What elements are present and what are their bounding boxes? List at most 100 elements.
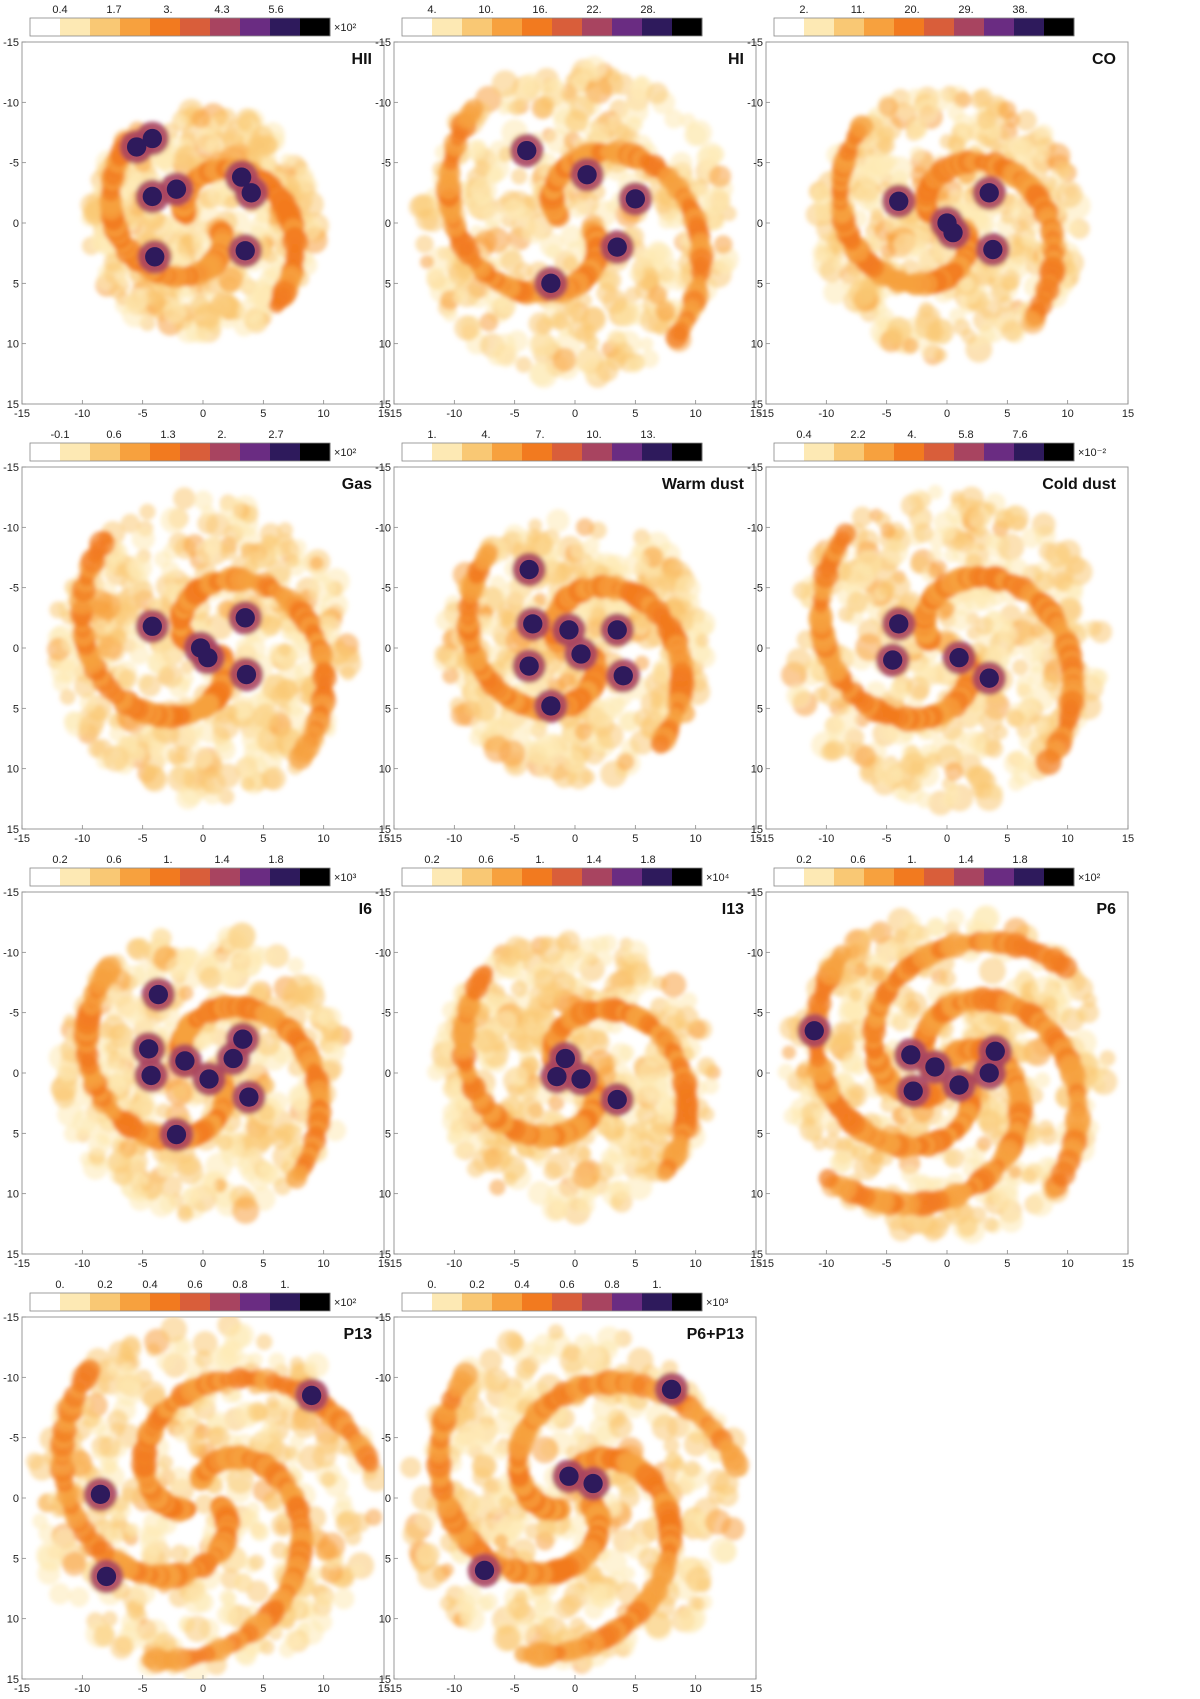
colorbar-multiplier: ×10² [334,447,357,459]
colorbar-swatch [642,868,673,886]
y-tick-label: -15 [747,462,763,474]
colorbar-swatch [120,868,151,886]
colorbar-tick-label: 4. [481,429,490,441]
x-tick-label: 15 [750,408,762,420]
y-tick-label: -10 [375,97,391,109]
colorbar-swatch [864,443,895,461]
disk-patch [832,255,848,271]
peak-core [198,648,218,668]
colorbar-swatch [432,18,463,36]
y-tick-label: -5 [9,583,19,595]
disk-patch [555,563,572,579]
spiral-arm-patch [97,955,122,981]
disk-patch [233,702,250,720]
disk-patch [927,484,943,500]
colorbar-swatch [432,868,463,886]
x-tick-label: -10 [446,833,462,845]
peak-core [541,696,561,716]
y-tick-label: 10 [7,339,19,351]
disk-patch [786,647,812,674]
disk-patch [622,97,649,125]
disk-patch [308,575,336,603]
colorbar-swatch [270,443,301,461]
x-tick-label: 15 [1122,833,1134,845]
y-tick-label: 15 [751,824,763,836]
colorbar-tick-label: 1.8 [268,854,283,866]
colorbar-frame [401,17,703,37]
disk-patch [582,324,597,339]
disk-patch [94,619,110,636]
y-tick-label: -10 [3,97,19,109]
disk-patch [473,159,491,177]
colorbar: 2. 11. 20. 29. 38. [773,4,1075,37]
disk-patch [812,242,833,263]
disk-patch [984,739,1004,759]
spiral-arm-patch [849,115,874,139]
colorbar-swatch [462,18,493,36]
x-tick-label: -10 [818,408,834,420]
spiral-arm-patch [463,98,484,119]
colorbar-swatch [1044,443,1075,461]
disk-patch [1065,558,1093,586]
y-tick-label: -10 [747,522,763,534]
colorbar-tick-label: 5.6 [268,4,283,16]
disk-patch [577,937,601,962]
disk-patch [183,766,208,791]
disk-patch [241,777,255,791]
disk-patch [213,109,229,125]
disk-patch [285,553,300,568]
y-tick-label: 5 [13,1128,19,1140]
disk-patch [695,633,710,648]
disk-patch [319,1006,342,1030]
colorbar-tick-label: 16. [532,4,547,16]
colorbar-tick-label: 10. [478,4,493,16]
disk-patch [625,1173,653,1201]
x-tick-label: 5 [1004,833,1010,845]
disk-patch [940,525,956,541]
disk-patch [624,551,650,576]
disk-patch [569,540,588,560]
disk-patch [191,109,211,128]
disk-patch [205,513,230,538]
colorbar-swatch [954,443,985,461]
disk-patch [428,246,455,273]
disk-patch [469,729,487,747]
colorbar-swatch [60,868,91,886]
colorbar-tick-label: 20. [904,4,919,16]
disk-patch [231,1196,260,1224]
colorbar-tick-label: 0.4 [796,429,811,441]
x-tick-label: -5 [510,408,520,420]
disk-patch [453,1143,469,1159]
disk-patch [979,707,1004,733]
disk-patch [271,1129,292,1150]
y-tick-label: 0 [385,643,391,655]
disk-patch [158,1174,183,1199]
colorbar-swatch [804,443,835,461]
disk-patch [1010,137,1035,162]
peak-core [577,165,597,185]
colorbar-frame [401,867,703,887]
disk-patch [574,723,592,741]
disk-patch [1011,207,1026,221]
panel-title: Cold dust [1042,476,1116,493]
colorbar-swatch [90,868,121,886]
y-tick-label: 10 [751,339,763,351]
disk-patch [253,703,279,729]
disk-patch [246,1147,261,1162]
colorbar-swatch [492,868,523,886]
disk-patch [598,951,614,966]
colorbar-tick-label: 1. [427,429,436,441]
y-tick-label: 15 [379,824,391,836]
disk-patch [534,98,554,119]
disk-patch [575,518,594,537]
x-tick-label: 5 [632,408,638,420]
disk-patch [524,1057,540,1074]
colorbar-swatch [894,443,925,461]
colorbar-tick-label: 2.7 [268,429,283,441]
heatmap-panel: 0.2 0.6 1. 1.4 1.8 ×10³ -15 -15 -10 -10 -5 -5 0 0 5 5 10… [0,850,395,1270]
disk-patch [909,760,926,776]
spiral-arm-patch [1023,310,1042,328]
disk-patch [149,283,167,301]
disk-patch [501,579,529,606]
